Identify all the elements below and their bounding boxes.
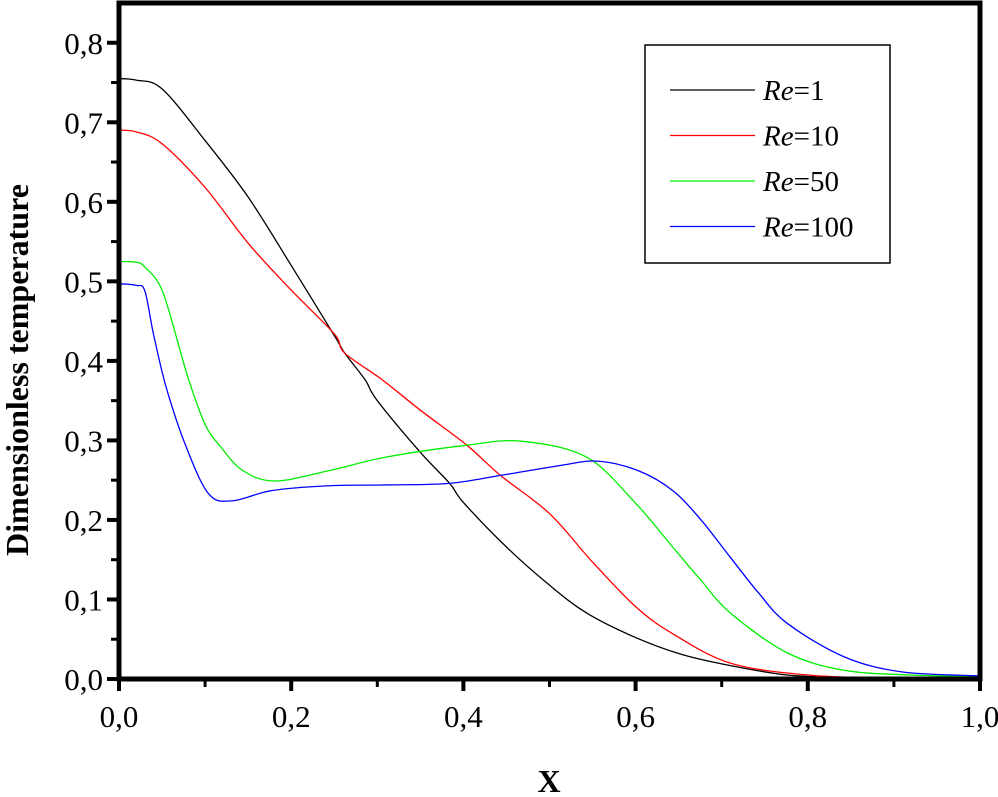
y-tick-label: 0,3 bbox=[64, 423, 103, 458]
y-tick-label: 0,1 bbox=[64, 582, 103, 617]
plot-curves bbox=[118, 77, 981, 680]
legend-label: Re=10 bbox=[762, 121, 839, 153]
x-tick-label: 0,8 bbox=[788, 699, 827, 734]
legend-label: Re=50 bbox=[762, 166, 839, 198]
series-line-re-50 bbox=[118, 260, 981, 678]
y-tick-label: 0,0 bbox=[64, 662, 103, 697]
y-tick-label: 0,8 bbox=[64, 26, 103, 61]
y-axis-title: Dimensionless temperature bbox=[0, 184, 35, 556]
x-tick-label: 0,4 bbox=[444, 699, 483, 734]
y-tick-label: 0,7 bbox=[64, 105, 103, 140]
y-tick-label: 0,5 bbox=[64, 264, 103, 299]
x-tick-label: 0,6 bbox=[616, 699, 655, 734]
x-tick-label: 0,2 bbox=[272, 699, 311, 734]
legend-label: Re=100 bbox=[762, 212, 853, 244]
series-line-re-1 bbox=[118, 77, 981, 680]
series-line-re-100 bbox=[118, 283, 981, 677]
series-line-re-10 bbox=[118, 129, 981, 680]
x-tick-label: 0,0 bbox=[100, 699, 139, 734]
axis-ticks: 0,0 0,2 0,4 0,6 0,8 1,0 0,0 0,1 0,2 0,3 0,4 0,5 0,6 0… bbox=[64, 26, 998, 734]
legend: Re=1 Re=10 Re=50 Re=100 bbox=[644, 44, 891, 264]
x-axis-title: X bbox=[537, 763, 560, 797]
y-tick-label: 0,6 bbox=[64, 185, 103, 220]
x-tick-label: 1,0 bbox=[961, 699, 998, 734]
y-tick-label: 0,2 bbox=[64, 503, 103, 538]
legend-label: Re=1 bbox=[762, 75, 824, 107]
y-tick-label: 0,4 bbox=[64, 344, 103, 379]
